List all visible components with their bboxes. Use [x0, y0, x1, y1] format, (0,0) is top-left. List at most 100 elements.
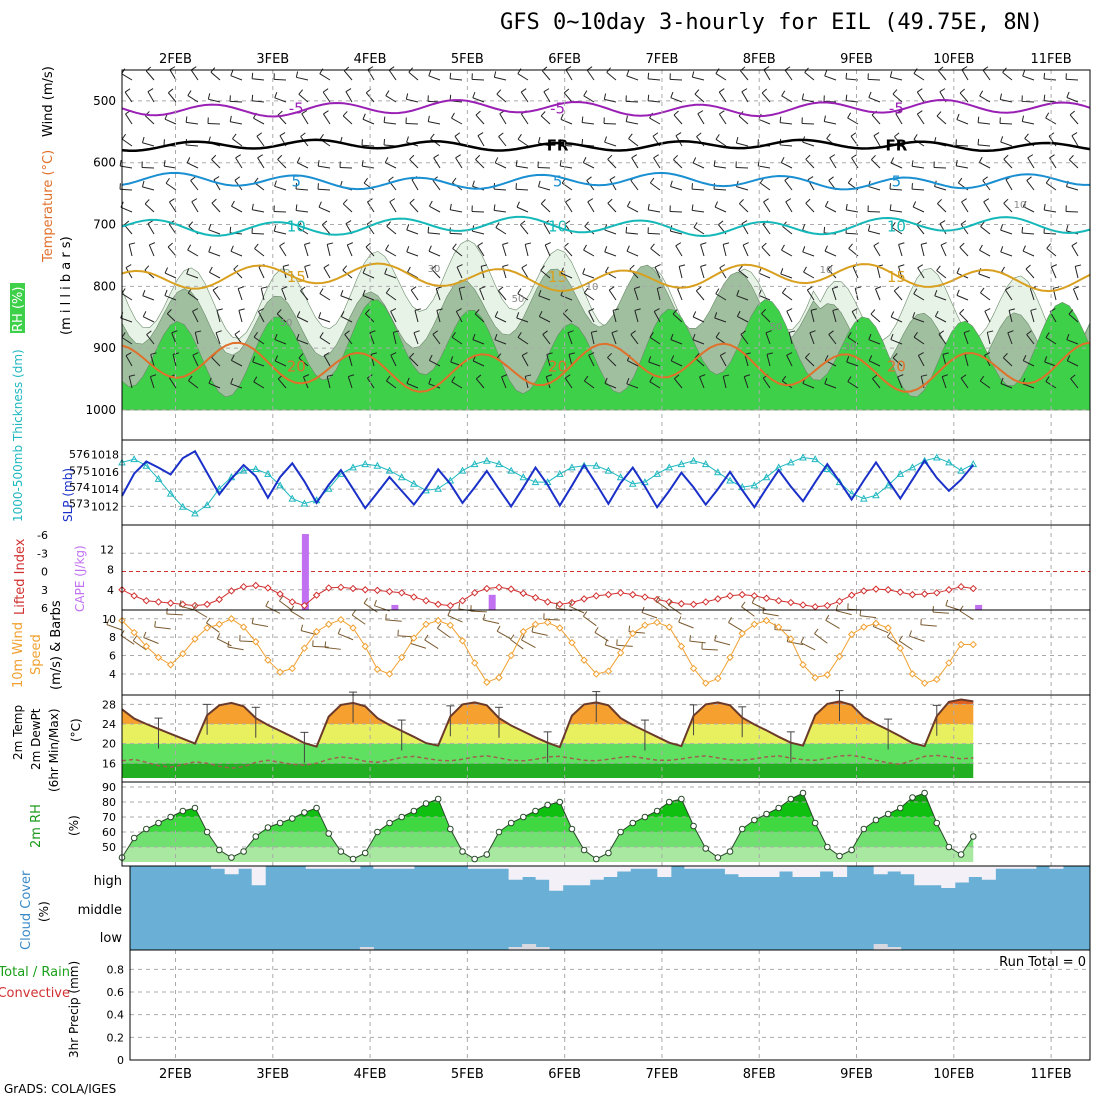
relative-humidity-point [691, 823, 697, 829]
wind-barb-flag [301, 133, 306, 137]
cape-tick-label: 4 [107, 584, 114, 597]
wind-barb [122, 74, 132, 80]
wind-barb [320, 74, 330, 80]
wind-barb-flag [476, 111, 480, 115]
wind-barb [362, 145, 374, 146]
surface-wind-barb-flag [510, 635, 514, 640]
wind-barb-flag [940, 221, 945, 224]
wind-barb-flag [874, 243, 879, 246]
cloud-high-bar [536, 866, 550, 880]
wind-barb-flag [239, 309, 245, 311]
wind-barb-flag [168, 243, 173, 247]
wind-barb [429, 206, 440, 212]
wind-barb [785, 180, 792, 190]
temp-ylabel: (°C) [69, 718, 83, 742]
wind-barb [520, 225, 528, 234]
wind-barb-flag [762, 89, 767, 93]
millibars-ylabel: (m i l l i b a r s) [59, 236, 74, 335]
wind-barb [874, 246, 880, 256]
rh-band [122, 802, 1090, 817]
surface-wind-barb [471, 611, 487, 612]
wind-barb [252, 233, 264, 234]
cloud-high-bar [563, 866, 577, 885]
wind-barb-flag [1022, 227, 1023, 233]
wind-barb-flag [1046, 113, 1049, 118]
lifted-index-point [970, 586, 976, 592]
wind-speed-point [472, 660, 478, 666]
wind-barb-flag [608, 155, 612, 159]
wind-barb-flag [362, 160, 363, 166]
surface-wind-barb-flag [690, 635, 691, 641]
wind-barb-flag [764, 199, 769, 202]
wind-barb [319, 318, 330, 322]
wind-time-grid [176, 610, 1052, 695]
surface-wind-barb-flag [386, 614, 387, 620]
wind-barb [626, 122, 638, 124]
surface-wind-barb [217, 639, 231, 646]
cloud-high-bar [941, 866, 955, 888]
slp-time-grid [176, 440, 1052, 525]
wind-barb-flag [871, 155, 875, 159]
lifted-index-point [143, 598, 149, 604]
lifted-index-point [155, 599, 161, 605]
surface-wind-barb [532, 632, 548, 635]
wind-barb [320, 294, 330, 300]
wind-barb [917, 114, 924, 124]
wind-barb [1023, 251, 1034, 256]
wind-barb-flag [957, 290, 959, 296]
cloud-high-bar [725, 866, 739, 874]
wind-speed-point [374, 666, 380, 672]
relative-humidity-point [472, 856, 478, 862]
relative-humidity-point [204, 829, 210, 835]
wind-barb [979, 162, 990, 168]
relative-humidity-point [338, 849, 344, 855]
wind-barb [1023, 76, 1034, 80]
wind-barb [743, 245, 748, 256]
rh-contour-label: 30 [844, 342, 857, 353]
wind-barb-flag [343, 111, 347, 115]
relative-humidity-point [873, 817, 879, 823]
rh-tick-label: 50 [102, 841, 116, 854]
relative-humidity-point [314, 805, 320, 811]
wind-barb [343, 204, 352, 212]
wind-barb-flag [120, 160, 121, 166]
wind-barb-flag [236, 155, 241, 158]
wind-barb-flag [605, 246, 607, 252]
wind-barb-flag [874, 133, 879, 136]
wind-barb [1044, 233, 1056, 234]
surface-wind-barb-flag [121, 630, 124, 635]
wind-barb-flag [305, 265, 311, 267]
lifted-index-point [484, 586, 490, 592]
wind-barb-flag [848, 113, 851, 118]
wind-barb [541, 204, 550, 212]
wind-barb [846, 101, 858, 102]
wind-barb-flag [825, 201, 828, 206]
wind-barb [472, 231, 484, 234]
wind-barb [433, 180, 440, 190]
wind-barb-flag [1044, 73, 1045, 79]
relative-humidity-point [934, 820, 940, 826]
relative-humidity-point [897, 805, 903, 811]
surface-wind-barb [425, 640, 438, 649]
wind-barb [693, 163, 704, 168]
wind-barb [252, 210, 264, 212]
wind-barb-flag [1025, 134, 1029, 139]
relative-humidity-point [788, 796, 794, 802]
time-label-bottom: 8FEB [743, 1067, 776, 1082]
wind-speed-point [216, 621, 222, 627]
wind-barb [694, 227, 704, 234]
wind-barb-flag [389, 177, 394, 181]
wind-barb [714, 166, 726, 168]
wind-barb [324, 268, 330, 278]
time-label-top: 8FEB [743, 52, 776, 67]
wind-barb [367, 202, 374, 212]
cloud-high-bar [522, 866, 536, 877]
wind-speed-point [496, 675, 502, 681]
surface-wind-barb [521, 640, 535, 648]
lifted-index-point [508, 586, 514, 592]
wind-barb-flag [238, 287, 244, 289]
wind-barb-flag [320, 134, 323, 139]
lifted-index-point [800, 602, 806, 608]
surface-wind-barb [352, 615, 365, 624]
wind-barb-flag [386, 91, 389, 96]
